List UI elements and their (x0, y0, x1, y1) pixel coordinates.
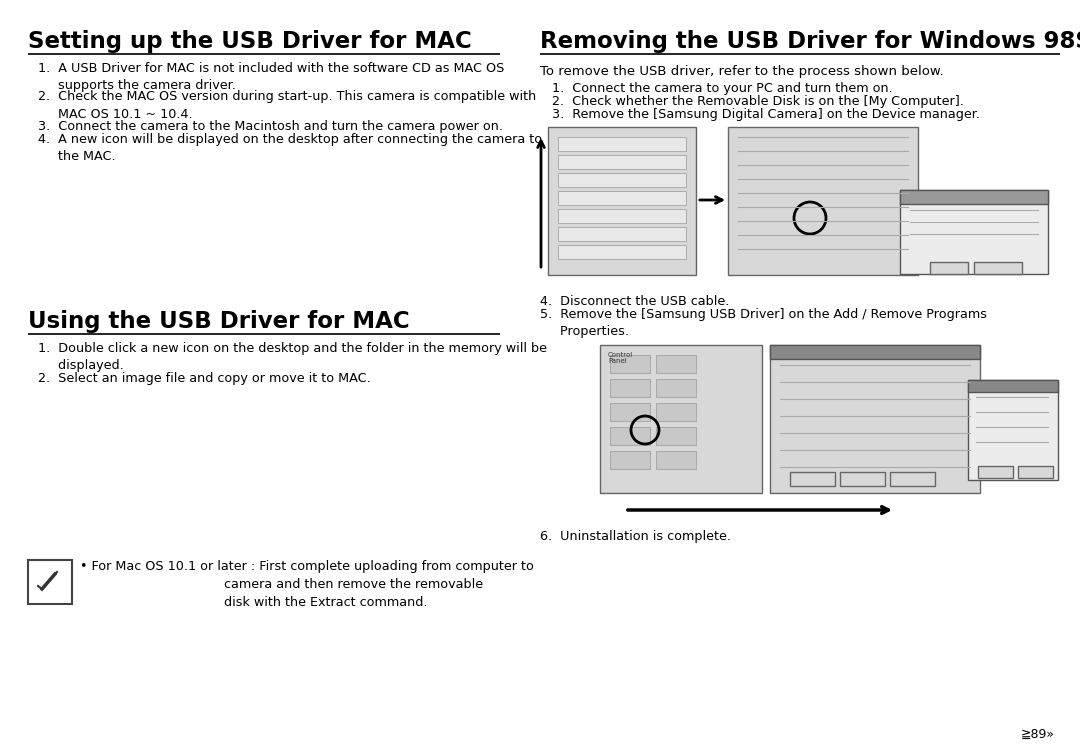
Text: 4.  Disconnect the USB cable.: 4. Disconnect the USB cable. (540, 295, 729, 308)
Bar (1018, 466, 1053, 478)
Bar (558, 245, 686, 259)
Bar (600, 345, 762, 493)
Text: Panel: Panel (608, 358, 626, 364)
Text: 2.  Select an image file and copy or move it to MAC.: 2. Select an image file and copy or move… (38, 372, 370, 385)
Bar (968, 380, 1058, 480)
Text: 2.  Check whether the Removable Disk is on the [My Computer].: 2. Check whether the Removable Disk is o… (552, 95, 963, 108)
Text: To remove the USB driver, refer to the process shown below.: To remove the USB driver, refer to the p… (540, 65, 944, 78)
Text: ≧89»: ≧89» (1021, 728, 1055, 741)
Bar (610, 355, 650, 373)
Bar (770, 345, 980, 493)
Bar (656, 451, 696, 469)
Text: 3.  Remove the [Samsung Digital Camera] on the Device manager.: 3. Remove the [Samsung Digital Camera] o… (552, 108, 980, 121)
Text: 6.  Uninstallation is complete.: 6. Uninstallation is complete. (540, 530, 731, 543)
Bar (558, 155, 686, 169)
FancyBboxPatch shape (28, 560, 72, 604)
Bar (656, 403, 696, 421)
Bar (558, 191, 686, 205)
Bar (840, 472, 885, 486)
Bar (610, 379, 650, 397)
Bar (656, 427, 696, 445)
Text: Removing the USB Driver for Windows 98SE: Removing the USB Driver for Windows 98SE (540, 30, 1080, 53)
Bar (610, 451, 650, 469)
Bar (656, 379, 696, 397)
Text: 3.  Connect the camera to the Macintosh and turn the camera power on.: 3. Connect the camera to the Macintosh a… (38, 120, 503, 133)
Text: 5.  Remove the [Samsung USB Driver] on the Add / Remove Programs
     Properties: 5. Remove the [Samsung USB Driver] on th… (540, 308, 987, 339)
Bar (900, 190, 1048, 274)
Bar (974, 262, 1022, 274)
Text: Using the USB Driver for MAC: Using the USB Driver for MAC (28, 310, 409, 333)
Bar (770, 345, 980, 359)
Bar (978, 466, 1013, 478)
Bar (890, 472, 935, 486)
Bar (728, 127, 918, 275)
Bar (656, 355, 696, 373)
Text: Control: Control (608, 352, 633, 358)
Text: 4.  A new icon will be displayed on the desktop after connecting the camera to
 : 4. A new icon will be displayed on the d… (38, 133, 542, 163)
Text: • For Mac OS 10.1 or later : First complete uploading from computer to
         : • For Mac OS 10.1 or later : First compl… (80, 560, 534, 609)
Text: 1.  A USB Driver for MAC is not included with the software CD as MAC OS
     sup: 1. A USB Driver for MAC is not included … (38, 62, 504, 93)
Bar (558, 173, 686, 187)
Bar (789, 472, 835, 486)
Text: 1.  Double click a new icon on the desktop and the folder in the memory will be
: 1. Double click a new icon on the deskto… (38, 342, 546, 372)
Bar (968, 380, 1058, 392)
Bar (930, 262, 968, 274)
Bar (900, 190, 1048, 204)
Bar (558, 137, 686, 151)
Bar (558, 227, 686, 241)
Bar (558, 209, 686, 223)
Bar (610, 427, 650, 445)
Bar (610, 403, 650, 421)
Bar (548, 127, 696, 275)
Text: 2.  Check the MAC OS version during start-up. This camera is compatible with
   : 2. Check the MAC OS version during start… (38, 90, 537, 121)
Text: Setting up the USB Driver for MAC: Setting up the USB Driver for MAC (28, 30, 472, 53)
Text: 1.  Connect the camera to your PC and turn them on.: 1. Connect the camera to your PC and tur… (552, 82, 893, 95)
